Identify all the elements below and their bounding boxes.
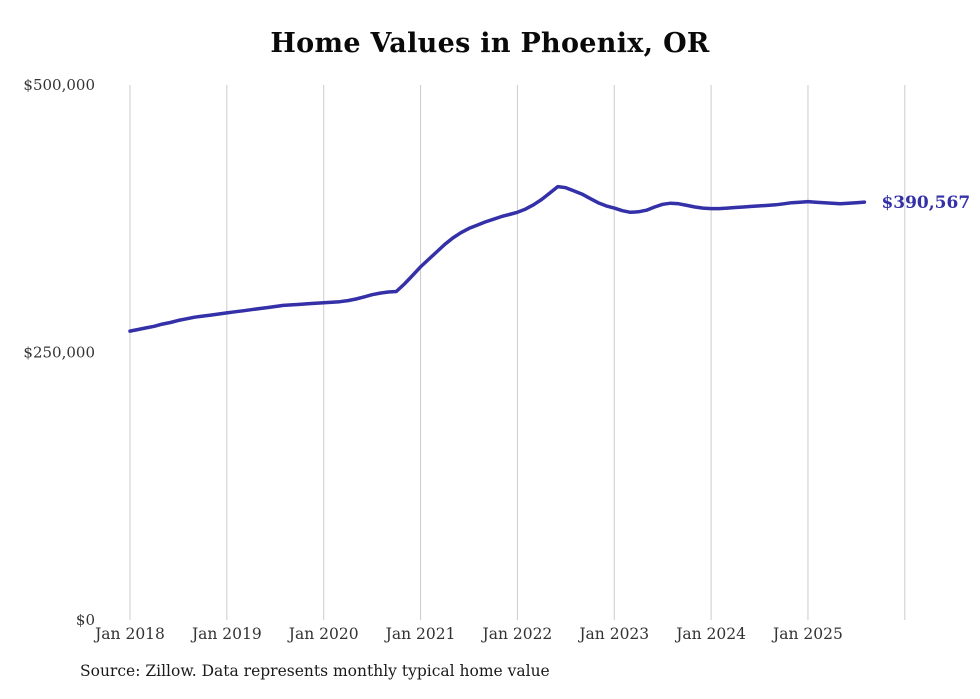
home-value-line [128, 184, 867, 333]
x-axis-tick-label: Jan 2024 [674, 625, 746, 643]
x-axis-tick-label: Jan 2023 [577, 625, 649, 643]
y-axis-tick-label: $500,000 [23, 76, 95, 94]
x-axis-tick-label: Jan 2021 [384, 625, 456, 643]
source-note: Source: Zillow. Data represents monthly … [80, 662, 550, 680]
x-axis-tick-label: Jan 2025 [771, 625, 843, 643]
y-axis-tick-label: $0 [76, 611, 95, 629]
x-axis-tick-label: Jan 2022 [480, 625, 552, 643]
x-axis-tick-label: Jan 2019 [190, 625, 262, 643]
chart-title: Home Values in Phoenix, OR [270, 28, 710, 59]
end-value-label: $390,567 [881, 193, 970, 213]
y-axis-tick-label: $250,000 [23, 344, 95, 362]
x-axis-tick-label: Jan 2020 [287, 625, 359, 643]
x-axis-tick-label: Jan 2018 [93, 625, 165, 643]
